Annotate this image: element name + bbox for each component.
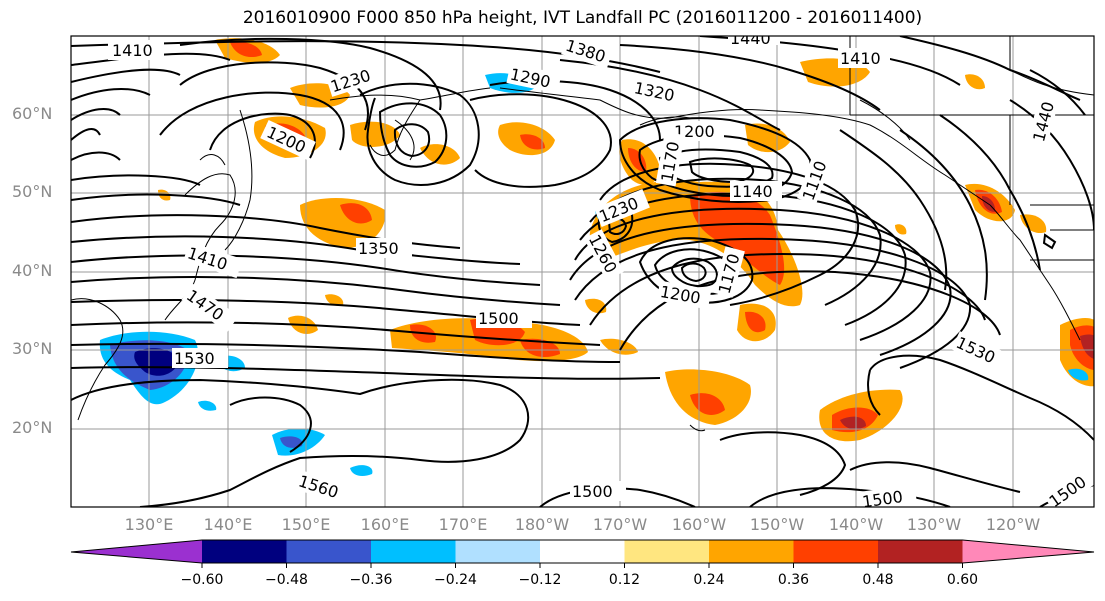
lon-label-130w: 130°W xyxy=(906,515,962,534)
contour-label: 1500 xyxy=(572,482,613,501)
lon-label-140e: 140°E xyxy=(203,515,253,534)
contour-label: 1410 xyxy=(112,41,153,60)
colorbar xyxy=(70,539,1095,568)
lon-label-170e: 170°E xyxy=(438,515,488,534)
lon-label-180w: 180°W xyxy=(514,515,570,534)
coastlines xyxy=(71,36,1094,432)
colorbar-segment xyxy=(540,540,625,563)
lon-label-140w: 140°W xyxy=(828,515,884,534)
colorbar-segment xyxy=(202,540,287,563)
colorbar-tick-label: −0.24 xyxy=(434,572,477,588)
lat-label-20n: 20°N xyxy=(12,418,53,437)
map-frame xyxy=(70,35,1095,508)
contour-label: 1500 xyxy=(861,487,904,511)
lon-label-170w: 170°W xyxy=(592,515,648,534)
colorbar-segment xyxy=(286,540,371,563)
lat-label-60n: 60°N xyxy=(12,104,53,123)
colorbar-segment xyxy=(793,540,878,563)
lat-label-50n: 50°N xyxy=(12,182,53,201)
lon-label-150e: 150°E xyxy=(281,515,331,534)
colorbar-segment xyxy=(371,540,456,563)
contour-label: 1530 xyxy=(174,349,215,368)
lon-label-130e: 130°E xyxy=(124,515,174,534)
colorbar-tick-label: −0.48 xyxy=(265,572,308,588)
colorbar-segment xyxy=(878,540,963,563)
lat-label-30n: 30°N xyxy=(12,339,53,358)
figure-title: 2016010900 F000 850 hPa height, IVT Land… xyxy=(242,8,923,28)
colorbar-tick-label: 0.48 xyxy=(862,572,894,588)
contour-label: 1140 xyxy=(732,182,773,201)
colorbar-tick-label: −0.60 xyxy=(180,572,224,588)
colorbar-segment xyxy=(455,540,540,563)
colorbar-tick-label: 0.36 xyxy=(777,572,810,588)
lon-label-120w: 120°W xyxy=(985,515,1041,534)
colorbar-tick-label: −0.36 xyxy=(349,572,393,588)
contour-label: 1440 xyxy=(730,29,771,48)
contour-labels: 1410 1380 1440 1410 1230 1290 1320 1200 … xyxy=(108,29,1094,511)
colorbar-tick-label: 0.60 xyxy=(946,572,979,588)
colorbar-segment xyxy=(624,540,709,563)
contour-label: 1560 xyxy=(296,471,341,502)
contour-label: 1320 xyxy=(632,78,676,105)
lon-label-150w: 150°W xyxy=(749,515,805,534)
lon-label-160e: 160°E xyxy=(360,515,410,534)
lat-label-40n: 40°N xyxy=(12,261,53,280)
colorbar-tick-label: 0.24 xyxy=(693,572,725,588)
contour-label: 1350 xyxy=(358,239,399,258)
lon-label-160w: 160°W xyxy=(671,515,727,534)
colorbar-tick-label: −0.12 xyxy=(518,572,562,588)
colorbar-tick-label: 0.12 xyxy=(608,572,641,588)
contour-label: 1110 xyxy=(799,158,831,203)
colorbar-segment xyxy=(709,540,794,563)
contour-label: 1410 xyxy=(840,49,881,68)
contour-label: 1170 xyxy=(657,140,683,183)
colorbar-extend-low xyxy=(71,540,202,563)
coastline-detail xyxy=(1042,233,1057,250)
ivt-negative-shading xyxy=(99,73,1089,476)
contour-label: 1410 xyxy=(185,243,230,274)
colorbar-extend-high xyxy=(962,540,1094,563)
contour-label: 1500 xyxy=(478,309,519,328)
contour-label: 1530 xyxy=(953,333,998,367)
